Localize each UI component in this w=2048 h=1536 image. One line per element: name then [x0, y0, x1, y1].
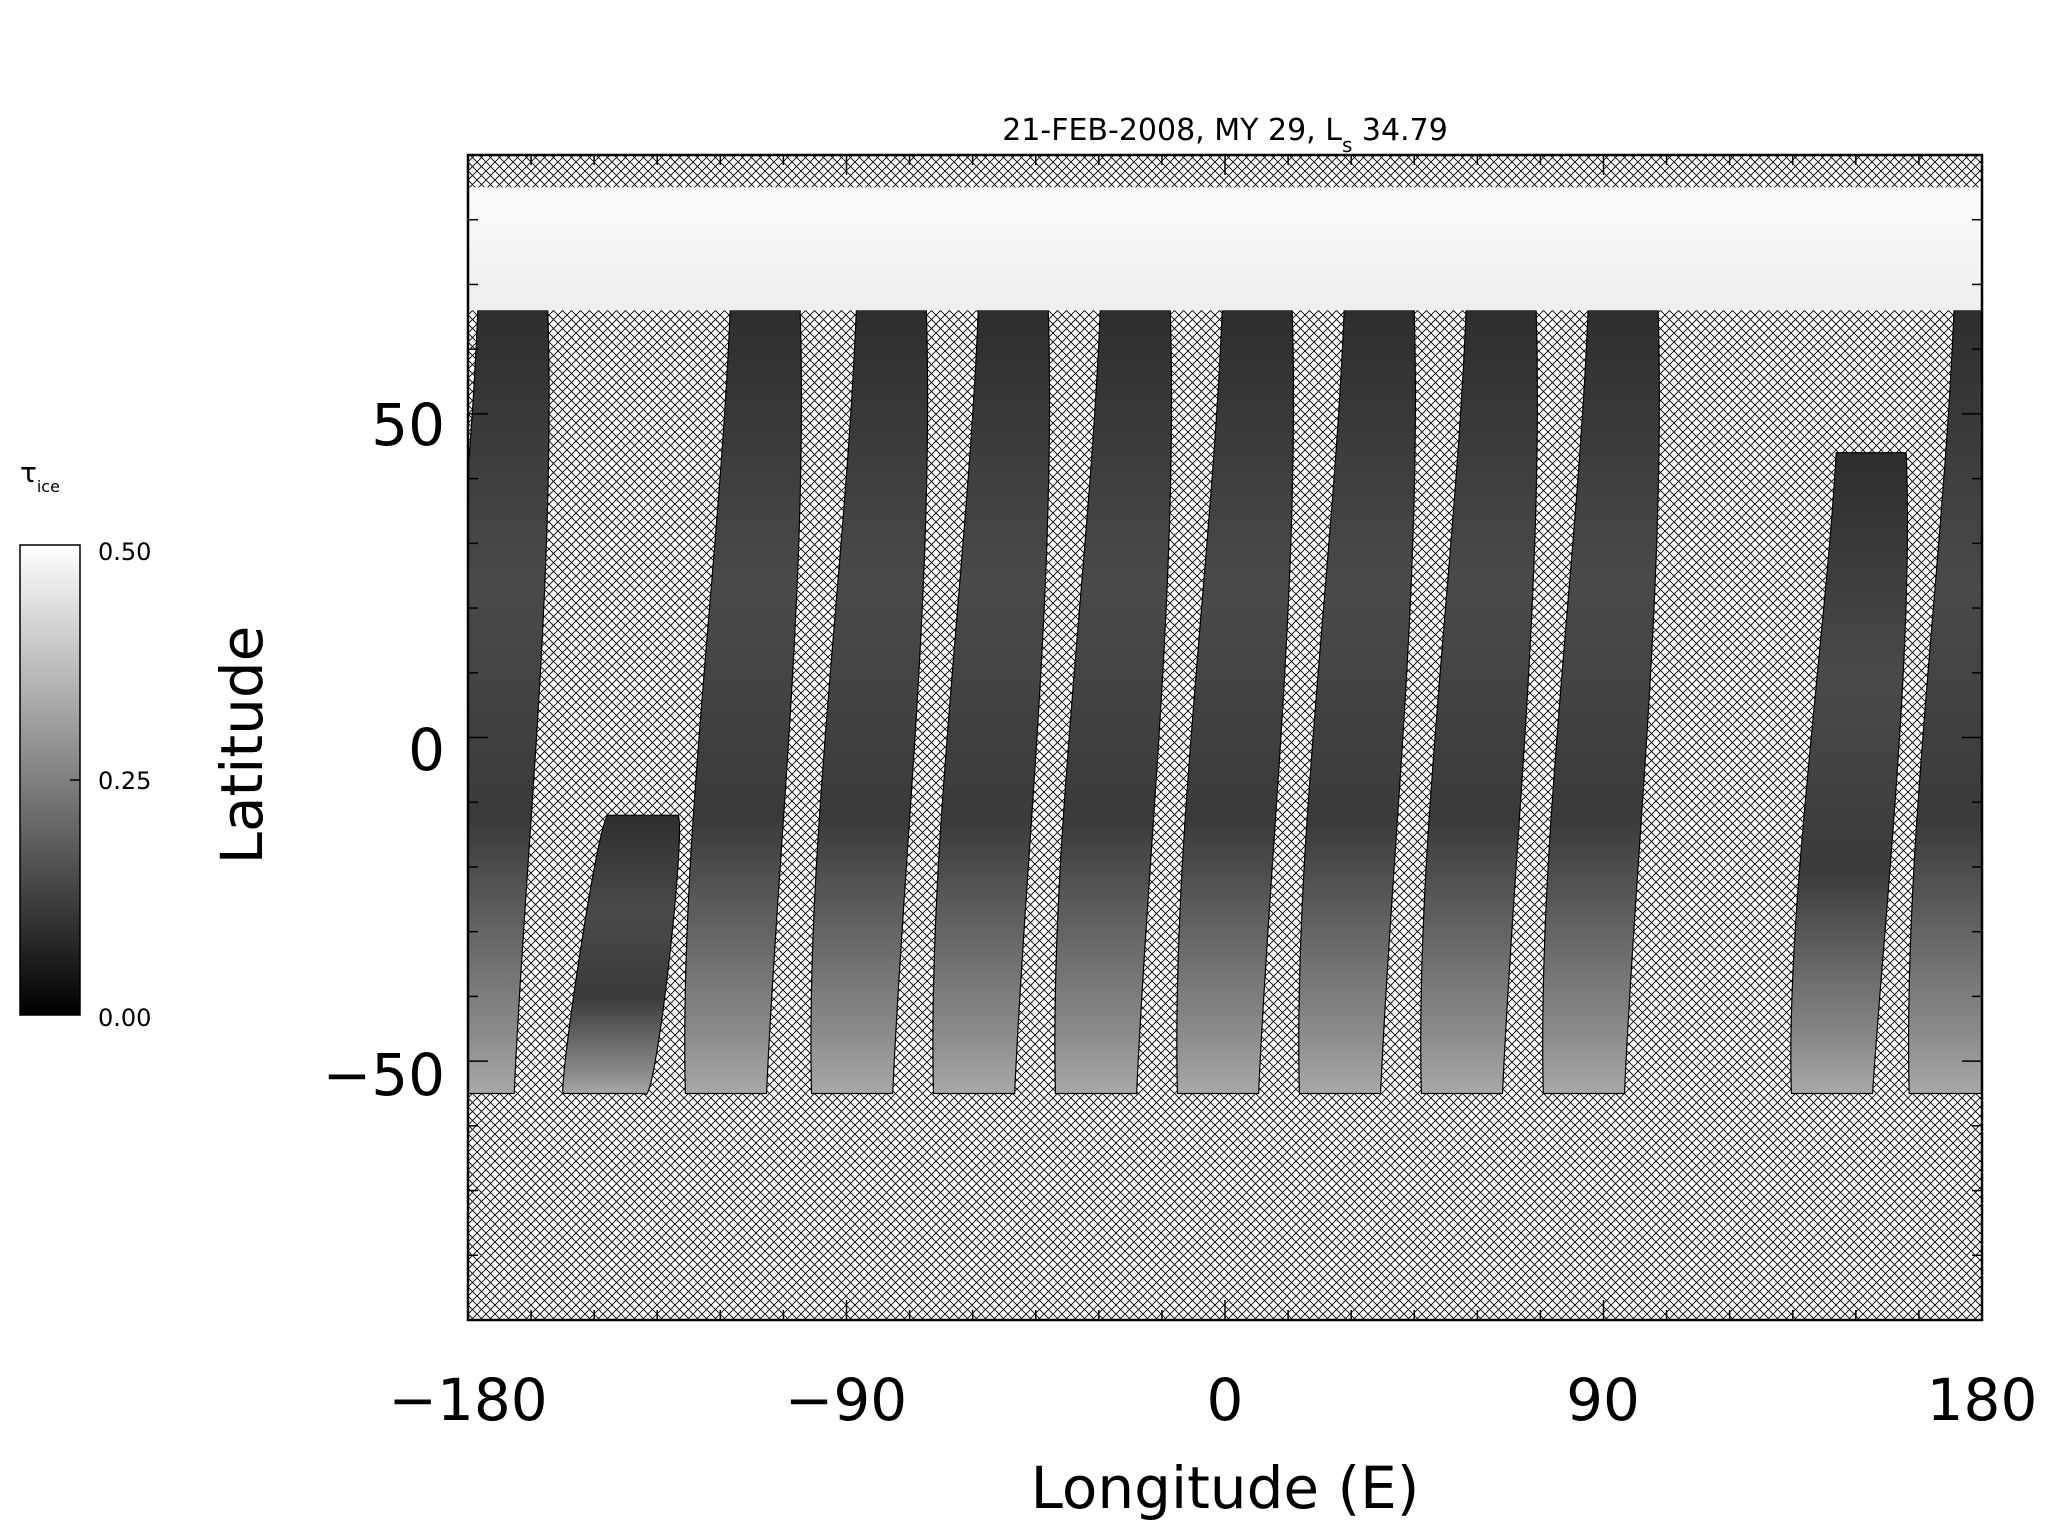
- y-tick-label: 50: [371, 391, 445, 459]
- observation-swath: [1054, 309, 1173, 1095]
- observation-swath: [562, 814, 681, 1095]
- observation-swath: [1420, 309, 1539, 1095]
- y-axis-tick-labels: 50 0 −50: [323, 391, 445, 1109]
- colorbar: τice 0.50 0.25 0.00: [19, 456, 151, 1032]
- colorbar-tick-label: 0.50: [98, 538, 151, 566]
- x-tick-label: 0: [1207, 1366, 1244, 1434]
- colorbar-tick-label: 0.25: [98, 767, 151, 795]
- y-tick-label: −50: [323, 1041, 445, 1109]
- observation-swath: [810, 309, 929, 1095]
- y-tick-label: 0: [408, 716, 445, 784]
- x-tick-label: 180: [1927, 1366, 2038, 1434]
- north-polar-cap-region: [468, 187, 1982, 311]
- map-title: 21-FEB-2008, MY 29, Ls 34.79: [1002, 113, 1448, 157]
- observation-swath: [1298, 309, 1417, 1095]
- map-plot-area: [468, 155, 1982, 1320]
- x-tick-label: −180: [388, 1366, 547, 1434]
- observation-swath: [932, 309, 1051, 1095]
- x-axis-tick-labels: −180 −90 0 90 180: [388, 1366, 2037, 1434]
- observation-swath: [1176, 309, 1295, 1095]
- observation-swath: [468, 309, 550, 1095]
- observation-swath: [1790, 452, 1909, 1095]
- axis-ticks: [467, 154, 1983, 1321]
- x-tick-label: −90: [785, 1366, 907, 1434]
- observation-swath: [1542, 309, 1660, 1095]
- x-axis-title: Longitude (E): [1031, 1454, 1420, 1522]
- observation-swath: [1907, 309, 1982, 1095]
- x-tick-label: 90: [1566, 1366, 1640, 1434]
- colorbar-title: τice: [20, 456, 60, 496]
- y-axis-title: Latitude: [208, 626, 276, 865]
- observation-swath: [684, 309, 803, 1095]
- colorbar-tick-label: 0.00: [98, 1004, 151, 1032]
- observation-swaths: [468, 309, 1982, 1095]
